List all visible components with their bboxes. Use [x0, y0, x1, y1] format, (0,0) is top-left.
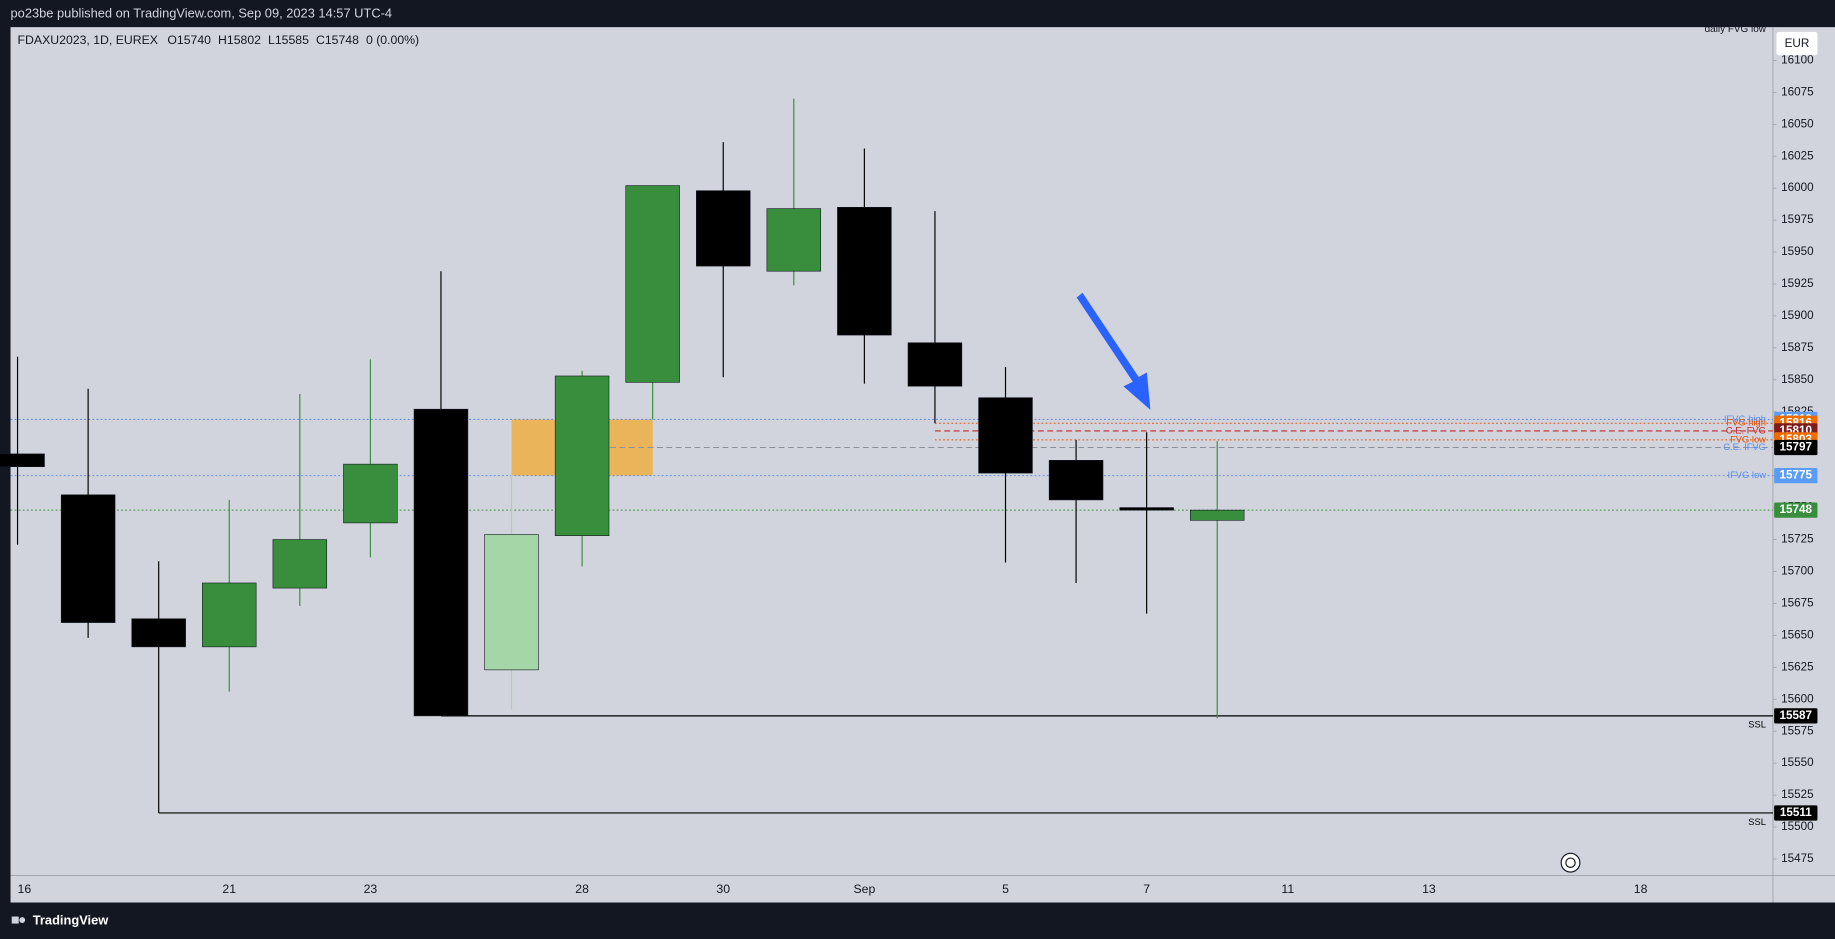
candle-body: [0, 453, 45, 467]
x-tick-label: 7: [1143, 882, 1150, 896]
last-price-label: 15748: [1780, 503, 1813, 516]
y-tick-label: 16050: [1781, 117, 1814, 130]
symbol-part: 0 (0.00%): [366, 33, 419, 47]
price-tag-label: 15587: [1780, 709, 1813, 722]
y-tick-label: 15925: [1781, 277, 1814, 290]
y-tick-label: 15875: [1781, 341, 1814, 354]
price-tag: [1774, 708, 1818, 724]
x-tick-label: 21: [222, 882, 236, 896]
candle-body: [554, 375, 610, 536]
candle-body: [837, 207, 892, 336]
symbol-part: 15802: [227, 33, 261, 47]
level-name: FVG low: [1730, 434, 1766, 444]
y-tick-label: 15525: [1781, 788, 1814, 801]
y-tick-label: 15650: [1781, 628, 1814, 641]
y-tick-label: 15600: [1781, 692, 1814, 705]
footer-logo: [11, 916, 26, 924]
x-tick-label: 18: [1634, 882, 1648, 896]
y-tick-label: 15575: [1781, 724, 1814, 737]
x-tick-label: Sep: [853, 882, 875, 896]
candle-body: [1119, 507, 1174, 511]
price-tag: [1774, 439, 1818, 456]
symbol-part: C: [316, 33, 325, 47]
x-tick-label: 11: [1281, 882, 1294, 896]
last-price-tag: [1774, 502, 1818, 518]
y-tick-label: 16075: [1781, 85, 1814, 98]
symbol-part: 15748: [325, 33, 359, 47]
footer-brand: TradingView: [33, 913, 110, 928]
y-tick-label: 15500: [1781, 820, 1814, 833]
level-name: C.E. IFVG: [1723, 442, 1766, 452]
candle-body: [766, 208, 822, 272]
symbol-line: FDAXU2023, 1D, EUREX O15740 H15802 L15585 C1…: [18, 33, 420, 47]
candle-body: [60, 494, 116, 623]
candle-body: [484, 534, 539, 671]
symbol-part: 15585: [275, 33, 309, 47]
price-tag-label: 15797: [1780, 441, 1813, 454]
annotation: daily FVG low: [1705, 24, 1767, 35]
x-tick-label: 30: [716, 882, 730, 896]
symbol-part: O: [167, 33, 177, 47]
y-tick-label: 15700: [1781, 565, 1814, 578]
y-tick-label: 15975: [1781, 213, 1814, 226]
y-tick-label: 15550: [1781, 756, 1814, 769]
y-tick-label: 15725: [1781, 533, 1814, 546]
price-tag: [1774, 468, 1818, 484]
symbol-part: FDAXU2023, 1D, EUREX: [18, 33, 158, 47]
x-tick-label: 5: [1002, 882, 1009, 896]
candle-body: [272, 539, 328, 589]
price-axis: [1772, 27, 1835, 903]
y-tick-label: 15950: [1781, 245, 1814, 258]
x-tick-label: 28: [575, 882, 589, 896]
candle-body: [202, 582, 257, 648]
x-tick-label: 23: [364, 882, 378, 896]
y-tick-label: 15475: [1781, 852, 1814, 865]
symbol-part: 15740: [177, 33, 211, 47]
currency: EUR: [1785, 37, 1810, 50]
currency-box: [1776, 31, 1818, 56]
level-name: SSL: [1748, 817, 1766, 827]
symbol-part: H: [218, 33, 227, 47]
candle-body: [1048, 460, 1104, 501]
x-tick-label: 13: [1422, 882, 1436, 896]
replay-icon: [1560, 852, 1581, 873]
level-name: IFVG high: [1724, 414, 1766, 424]
y-tick-label: 16000: [1781, 181, 1814, 194]
symbol-part: L: [268, 33, 275, 47]
candle-body: [131, 618, 186, 648]
x-tick-label: 16: [18, 882, 32, 896]
candle-body: [978, 397, 1033, 474]
candle-body: [907, 342, 963, 387]
annotation-arrow: [1076, 292, 1151, 410]
candle-body: [413, 408, 469, 717]
plot-area: [10, 27, 1773, 876]
price-tag-label: 15775: [1780, 469, 1813, 482]
level-name: SSL: [1748, 720, 1766, 730]
price-tag-label: 15511: [1780, 806, 1812, 819]
level-name: FVG high: [1726, 418, 1766, 428]
y-tick-label: 15675: [1781, 597, 1814, 610]
level-name: C.E. FVG: [1726, 425, 1766, 435]
y-tick-label: 16025: [1781, 149, 1814, 162]
candle-body: [343, 463, 398, 524]
y-tick-label: 15625: [1781, 660, 1814, 673]
chart: 15475 15500 15525 15550 15575 15600 15625 15650…: [0, 24, 1818, 896]
time-axis: [10, 875, 1773, 903]
publish-header: po23be published on TradingView.com, Sep…: [11, 6, 393, 21]
price-tag: [1774, 805, 1818, 821]
y-tick-label: 16100: [1781, 53, 1814, 66]
y-tick-label: 15850: [1781, 373, 1814, 386]
candle-body: [696, 190, 751, 267]
candle-body: [625, 185, 680, 383]
candle-body: [1189, 509, 1245, 521]
y-tick-label: 15900: [1781, 309, 1814, 322]
level-name: IFVG low: [1727, 470, 1766, 480]
